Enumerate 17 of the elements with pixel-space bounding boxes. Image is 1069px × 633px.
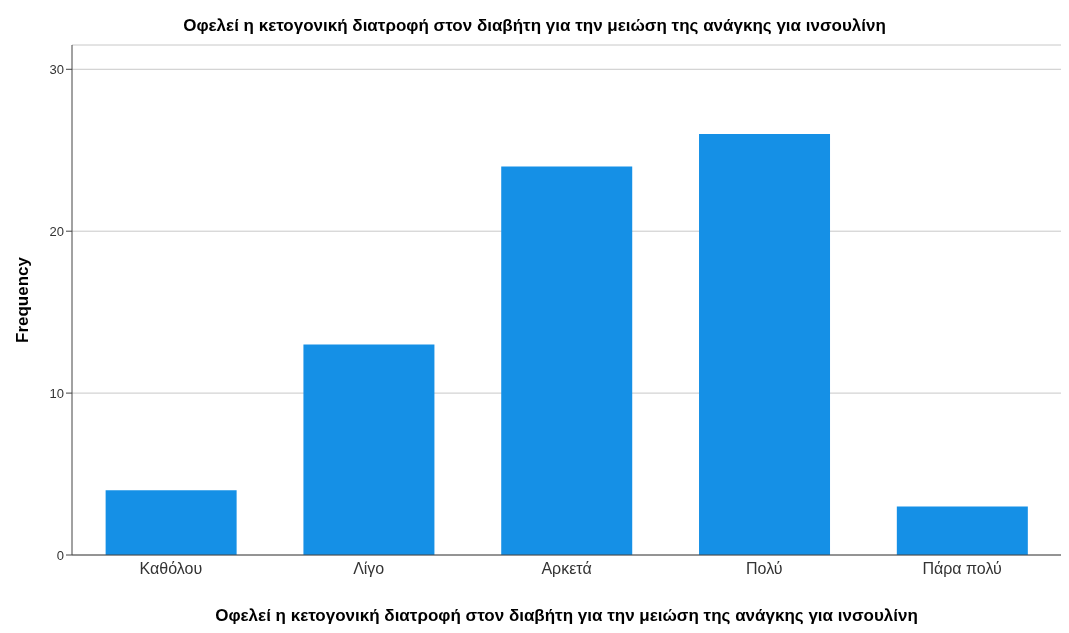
x-tick-label: Αρκετά [541, 560, 592, 578]
y-axis-title: Frequency [13, 256, 33, 343]
x-tick-label: Πάρα πολύ [922, 560, 1002, 578]
y-tick-label: 20 [49, 223, 64, 239]
x-axis-title: Οφελεί η κετογονική διατροφή στον διαβήτη για την μειώση της ανάγκης για ινσουλίνη [215, 606, 918, 625]
x-tick-label: Πολύ [746, 560, 783, 578]
y-tick-label: 0 [56, 547, 64, 563]
y-tick-label: 10 [49, 385, 64, 401]
y-tick-label: 30 [49, 61, 64, 77]
x-tick-label: Λίγο [353, 560, 385, 578]
chart-title: Οφελεί η κετογονική διατροφή στον διαβήτη για την μειώση της ανάγκης για ινσουλίνη [182, 16, 887, 36]
x-tick-label: Καθόλου [139, 560, 203, 578]
bar [699, 134, 831, 555]
bar [501, 166, 633, 555]
bar [896, 506, 1028, 555]
bar [105, 490, 237, 555]
bar [303, 344, 435, 555]
